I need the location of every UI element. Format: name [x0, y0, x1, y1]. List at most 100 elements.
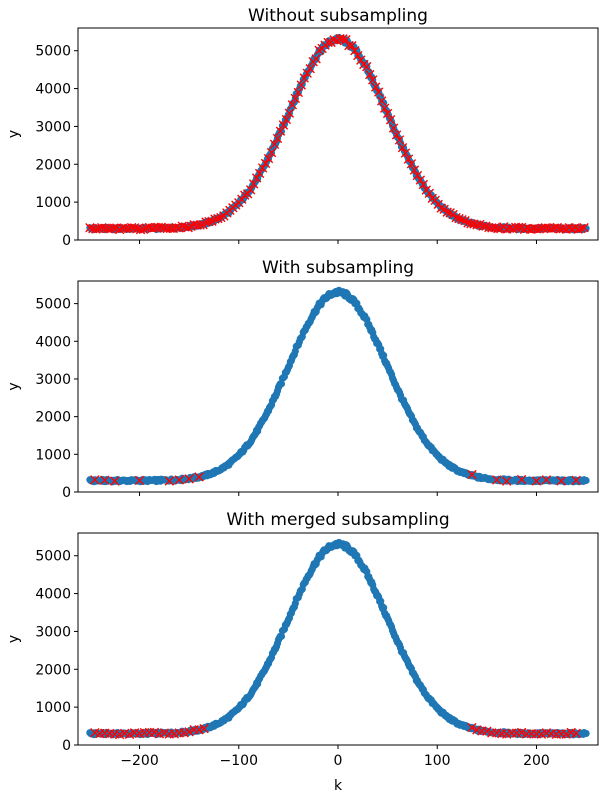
y-tick-label: 2000: [35, 410, 71, 426]
y-tick-label: 1000: [35, 700, 71, 716]
subsample-marker: [204, 216, 214, 227]
subsample-marker: [138, 224, 149, 234]
subsample-marker: [454, 213, 464, 224]
subsample-marker: [275, 126, 286, 136]
subsample-marker: [573, 224, 583, 234]
subsample-marker: [164, 476, 174, 486]
subsample-marker: [576, 223, 586, 234]
subsample-marker: [272, 133, 283, 144]
data-point: [277, 632, 286, 640]
subsample-marker: [134, 475, 145, 486]
subsample-marker: [353, 50, 363, 61]
subplot-with-subsampling: With subsampling y 0 1000 2000 3000 4000 5000: [6, 258, 599, 501]
subsample-marker: [418, 179, 429, 190]
y-tick-label: 0: [62, 485, 71, 501]
subsample-marker: [305, 63, 315, 74]
y-tick-label: 4000: [35, 82, 71, 98]
subsample-marker: [482, 726, 492, 736]
subsample-marker: [516, 474, 527, 485]
subsample-marker: [263, 153, 274, 164]
subsample-marker: [347, 40, 357, 51]
data-point: [380, 351, 388, 360]
subsample-marker: [245, 185, 256, 195]
y-axis-label: y: [6, 635, 22, 643]
x-tick-label: 100: [424, 753, 451, 769]
plot-frame: [77, 27, 599, 241]
subsample-marker: [350, 45, 360, 56]
subsample-marker: [442, 207, 452, 217]
subsample-marker: [174, 475, 184, 485]
subsample-marker: [210, 214, 220, 224]
subsample-marker: [502, 476, 512, 486]
y-axis-label: y: [6, 382, 22, 390]
subsample-marker: [194, 472, 204, 482]
subsample-marker: [135, 224, 146, 235]
subsample-marker: [371, 82, 381, 92]
subsample-marker: [556, 476, 566, 486]
y-tick-label: 2000: [35, 662, 71, 678]
data-points: [86, 538, 590, 740]
subsample-marker: [184, 727, 194, 737]
subsample-marker: [492, 475, 502, 485]
subsample-marker: [379, 103, 390, 113]
subsample-marker: [415, 175, 426, 185]
subsample-marker: [571, 475, 581, 486]
data-points: [86, 286, 590, 486]
subsample-marker: [213, 213, 223, 224]
data-point: [277, 380, 286, 388]
y-tick-label: 5000: [35, 549, 71, 565]
x-tick-label: 0: [334, 753, 343, 769]
subsample-marker: [323, 37, 333, 48]
subsample-marker: [457, 214, 467, 225]
subsample-marker: [481, 221, 491, 231]
subsample-marker: [368, 75, 378, 85]
subsample-marker: [579, 222, 589, 233]
x-axis-label: k: [334, 778, 343, 794]
subsample-marker: [430, 195, 440, 206]
subsample-marker: [183, 222, 193, 233]
subsample-marker: [109, 223, 119, 233]
data-points: [85, 33, 590, 235]
subsample-marker: [281, 114, 292, 125]
y-tick-label: 1000: [35, 447, 71, 463]
subsample-marker: [409, 165, 420, 175]
y-tick-label: 3000: [35, 624, 71, 640]
subsample-marker: [110, 476, 120, 486]
subsample-marker: [302, 68, 312, 78]
data-point: [582, 476, 590, 485]
subsample-marker: [184, 474, 194, 484]
subsample-marker: [299, 73, 309, 83]
subsample-marker: [467, 722, 477, 733]
subsample-marker: [561, 729, 571, 739]
chart-title: With subsampling: [262, 258, 414, 278]
subsample-marker: [436, 203, 446, 213]
subsample-marker: [90, 475, 100, 485]
subsample-marker: [376, 96, 387, 106]
subsample-marker: [406, 159, 417, 169]
tick-group: 0 1000 2000 3000 4000 5000: [35, 297, 537, 501]
chart-title: With merged subsampling: [226, 510, 449, 530]
subsample-marker: [513, 222, 524, 233]
x-tick-label: 200: [523, 753, 550, 769]
x-tick-label: −100: [220, 753, 258, 769]
y-tick-label: 5000: [35, 44, 71, 60]
subsample-marker: [382, 108, 393, 119]
subsample-marker: [293, 87, 303, 98]
subsample-marker: [243, 189, 253, 199]
data-point: [582, 729, 590, 738]
subsample-marker: [195, 220, 205, 230]
y-tick-label: 2000: [35, 157, 71, 173]
subplot-with-merged-subsampling: With merged subsampling y k 0 1000 2000 300…: [6, 510, 599, 794]
chart-title: Without subsampling: [248, 6, 428, 26]
subsample-marker: [571, 728, 581, 738]
subsample-marker: [362, 61, 372, 72]
subsample-marker: [199, 723, 209, 734]
y-tick-label: 1000: [35, 195, 71, 211]
y-tick-label: 5000: [35, 297, 71, 313]
subsample-marker: [129, 223, 140, 233]
subsample-marker: [467, 469, 477, 480]
subsample-marker: [85, 223, 95, 233]
subsample-marker: [266, 147, 277, 158]
y-tick-label: 4000: [35, 334, 71, 350]
